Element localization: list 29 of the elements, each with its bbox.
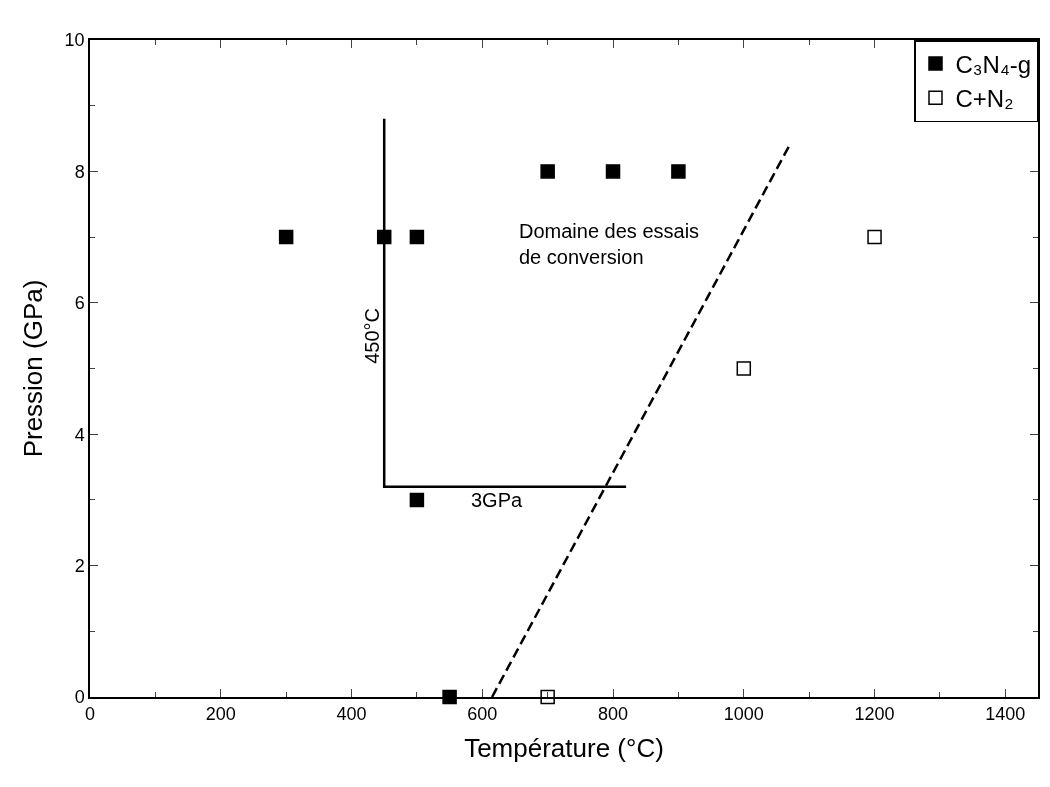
- x-tick-label: 1200: [854, 704, 895, 725]
- x-tick-label: 1000: [723, 704, 764, 725]
- y-tick-label: 2: [74, 555, 85, 576]
- y-axis-title: Pression (GPa): [17, 279, 48, 458]
- point: [278, 229, 294, 245]
- point: [409, 229, 425, 245]
- legend-label: C₃N₄-g: [955, 50, 1032, 78]
- y-tick-label: 8: [74, 161, 85, 182]
- legend-label: C+N₂: [955, 85, 1014, 113]
- point: [671, 164, 686, 179]
- y-tick-label: 6: [74, 293, 85, 314]
- point: [605, 164, 621, 179]
- point: [409, 492, 425, 508]
- point: [540, 164, 555, 179]
- y-tick-label: 4: [74, 424, 85, 445]
- y-tick-label: 10: [64, 30, 85, 51]
- x-tick-label: 800: [598, 704, 629, 725]
- annotation: 3GPa: [471, 489, 524, 511]
- annotation: 450°C: [360, 308, 383, 364]
- x-tick-label: 1400: [985, 704, 1026, 725]
- y-tick-label: 0: [74, 687, 85, 708]
- x-tick-label: 600: [467, 704, 498, 725]
- point: [736, 361, 752, 376]
- x-tick-label: 400: [336, 704, 367, 725]
- annotation: Domaine des essais de conversion: [519, 220, 700, 268]
- x-tick-label: 200: [205, 704, 236, 725]
- point: [376, 229, 392, 245]
- x-axis-title: Température (°C): [464, 732, 664, 763]
- point: [867, 229, 882, 245]
